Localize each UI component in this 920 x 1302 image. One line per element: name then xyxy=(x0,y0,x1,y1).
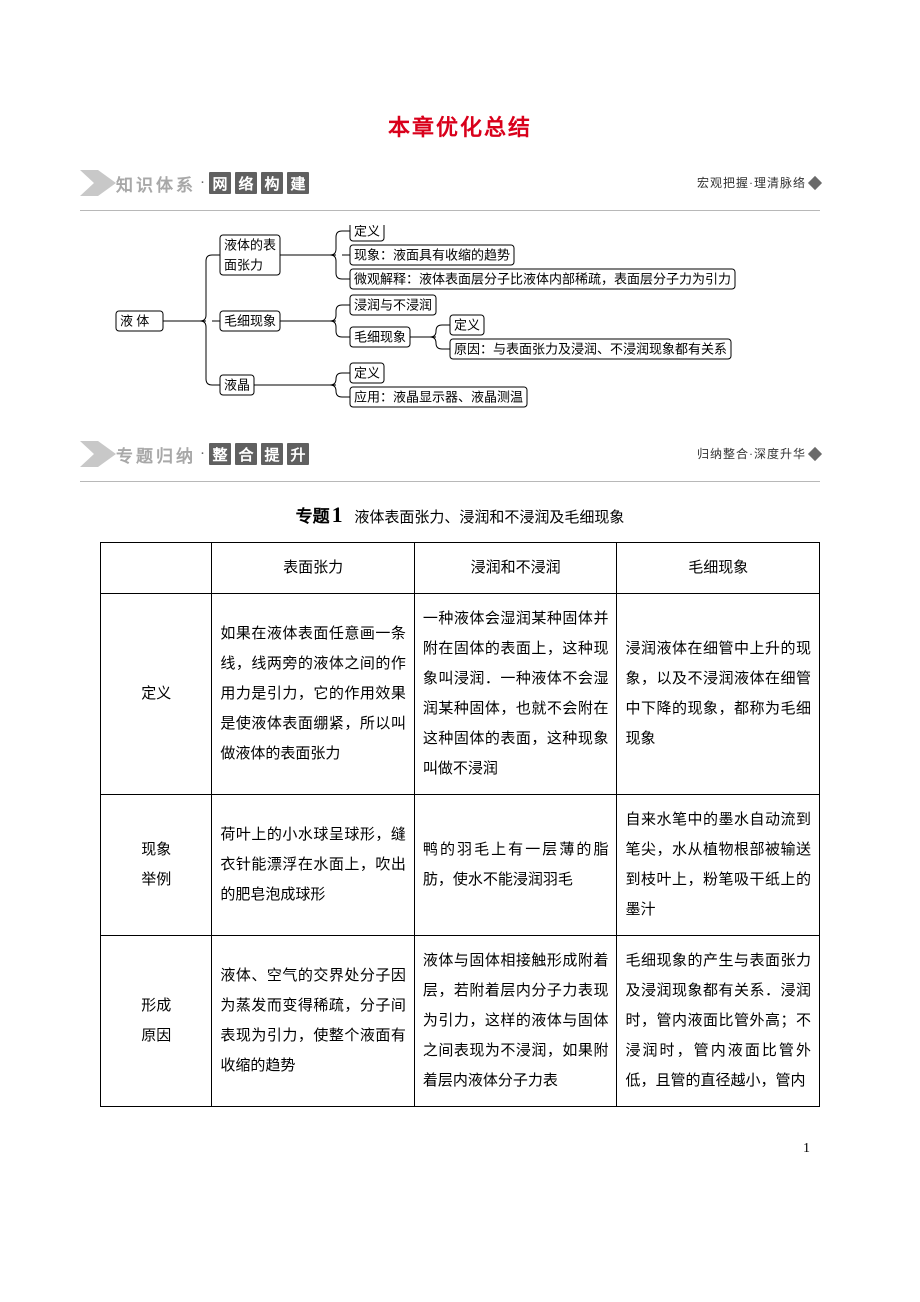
banner-mark-icon xyxy=(808,446,822,460)
row-head: 定义 xyxy=(101,594,212,795)
banner-right-text: 宏观把握·理清脉络 xyxy=(697,174,806,191)
svg-text:现象：液面具有收缩的趋势: 现象：液面具有收缩的趋势 xyxy=(354,247,510,262)
banner-plain: 专题归纳 xyxy=(116,442,196,467)
section-banner-knowledge: 知识体系 · 网 络 构 建 宏观把握·理清脉络 xyxy=(80,170,820,196)
svg-text:定义: 定义 xyxy=(354,225,380,238)
banner-boxed: 整 合 提 升 xyxy=(209,443,309,465)
table-cell: 一种液体会湿润某种固体并附在固体的表面上，这种现象叫浸润．一种液体不会湿润某种固… xyxy=(414,594,617,795)
svg-text:液晶: 液晶 xyxy=(224,377,250,392)
banner-dot: · xyxy=(200,175,205,192)
row-head: 形成原因 xyxy=(101,936,212,1107)
section-banner-topics: 专题归纳 · 整 合 提 升 归纳整合·深度升华 xyxy=(80,441,820,467)
svg-text:面张力: 面张力 xyxy=(224,257,263,272)
banner-right: 宏观把握·理清脉络 xyxy=(697,174,820,191)
svg-text:原因：与表面张力及浸润、不浸润现象都有关系: 原因：与表面张力及浸润、不浸润现象都有关系 xyxy=(454,341,727,356)
topic1-header: 专题1 液体表面张力、浸润和不浸润及毛细现象 xyxy=(100,502,820,528)
banner-mark-icon xyxy=(808,175,822,189)
col-head-wetting: 浸润和不浸润 xyxy=(414,543,617,594)
table-row: 定义如果在液体表面任意画一条线，线两旁的液体之间的作用力是引力，它的作用效果是使… xyxy=(101,594,820,795)
boxed-char: 整 xyxy=(209,443,231,465)
table-cell: 鸭的羽毛上有一层薄的脂肪，使水不能浸润羽毛 xyxy=(414,795,617,936)
table-cell: 毛细现象的产生与表面张力及浸润现象都有关系．浸润时，管内液面比管外高；不浸润时，… xyxy=(617,936,820,1107)
boxed-char: 提 xyxy=(261,443,283,465)
boxed-char: 建 xyxy=(287,172,309,194)
boxed-char: 构 xyxy=(261,172,283,194)
page-number: 1 xyxy=(803,1141,810,1157)
table-cell: 液体与固体相接触形成附着层，若附着层内分子力表现为引力，这样的液体与固体之间表现… xyxy=(414,936,617,1107)
svg-text:毛细现象: 毛细现象 xyxy=(354,329,406,344)
table-row: 形成原因液体、空气的交界处分子因为蒸发而变得稀疏，分子间表现为引力，使整个液面有… xyxy=(101,936,820,1107)
boxed-char: 络 xyxy=(235,172,257,194)
banner-dot: · xyxy=(200,446,205,463)
svg-text:微观解释：液体表面层分子比液体内部稀疏，表面层分子力为引力: 微观解释：液体表面层分子比液体内部稀疏，表面层分子力为引力 xyxy=(354,271,731,286)
col-head-blank xyxy=(101,543,212,594)
banner-plain: 知识体系 xyxy=(116,171,196,196)
table-cell: 自来水笔中的墨水自动流到笔尖，水从植物根部被输送到枝叶上，粉笔吸干纸上的墨汁 xyxy=(617,795,820,936)
svg-text:浸润与不浸润: 浸润与不浸润 xyxy=(354,297,432,312)
boxed-char: 合 xyxy=(235,443,257,465)
col-head-tension: 表面张力 xyxy=(212,543,415,594)
table-cell: 如果在液体表面任意画一条线，线两旁的液体之间的作用力是引力，它的作用效果是使液体… xyxy=(212,594,415,795)
svg-text:液体的表: 液体的表 xyxy=(224,237,276,252)
banner-divider xyxy=(80,210,820,211)
boxed-char: 升 xyxy=(287,443,309,465)
page-title: 本章优化总结 xyxy=(100,110,820,142)
table-cell: 液体、空气的交界处分子因为蒸发而变得稀疏，分子间表现为引力，使整个液面有收缩的趋… xyxy=(212,936,415,1107)
banner-right-text: 归纳整合·深度升华 xyxy=(697,445,806,462)
banner-right: 归纳整合·深度升华 xyxy=(697,445,820,462)
topic-label: 专题 xyxy=(296,507,330,526)
banner-arrow-icon xyxy=(80,441,116,467)
table-row: 现象举例荷叶上的小水球呈球形，缝衣针能漂浮在水面上，吹出的肥皂泡成球形鸭的羽毛上… xyxy=(101,795,820,936)
banner-arrow-icon xyxy=(80,170,116,196)
banner-divider xyxy=(80,481,820,482)
banner-boxed: 网 络 构 建 xyxy=(209,172,309,194)
concept-map: 液 体液体的表面张力定义现象：液面具有收缩的趋势微观解释：液体表面层分子比液体内… xyxy=(110,225,820,415)
comparison-table: 表面张力 浸润和不浸润 毛细现象 定义如果在液体表面任意画一条线，线两旁的液体之… xyxy=(100,542,820,1107)
boxed-char: 网 xyxy=(209,172,231,194)
row-head: 现象举例 xyxy=(101,795,212,936)
svg-text:液 体: 液 体 xyxy=(120,313,149,328)
svg-text:应用：液晶显示器、液晶测温: 应用：液晶显示器、液晶测温 xyxy=(354,389,523,404)
col-head-capillary: 毛细现象 xyxy=(617,543,820,594)
table-cell: 荷叶上的小水球呈球形，缝衣针能漂浮在水面上，吹出的肥皂泡成球形 xyxy=(212,795,415,936)
svg-text:毛细现象: 毛细现象 xyxy=(224,313,276,328)
svg-text:定义: 定义 xyxy=(354,365,380,380)
svg-text:定义: 定义 xyxy=(454,317,480,332)
topic-title: 液体表面张力、浸润和不浸润及毛细现象 xyxy=(354,510,624,526)
topic-num: 1 xyxy=(332,502,343,527)
table-cell: 浸润液体在细管中上升的现象，以及不浸润液体在细管中下降的现象，都称为毛细现象 xyxy=(617,594,820,795)
